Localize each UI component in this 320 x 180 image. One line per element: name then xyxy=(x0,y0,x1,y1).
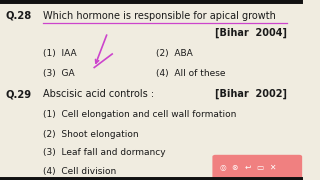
Text: (1)  Cell elongation and cell wall formation: (1) Cell elongation and cell wall format… xyxy=(44,110,237,119)
Text: Abscisic acid controls :: Abscisic acid controls : xyxy=(44,89,155,99)
Text: ↩: ↩ xyxy=(244,163,251,172)
Text: Q.28: Q.28 xyxy=(6,11,32,21)
Text: (1)  IAA: (1) IAA xyxy=(44,49,77,58)
Text: (3)  GA: (3) GA xyxy=(44,69,75,78)
Text: Which hormone is responsible for apical growth: Which hormone is responsible for apical … xyxy=(44,11,276,21)
Text: (2)  ABA: (2) ABA xyxy=(156,49,192,58)
Text: ◎: ◎ xyxy=(220,163,226,172)
Text: [Bihar  2004]: [Bihar 2004] xyxy=(215,28,287,38)
Text: (2)  Shoot elongation: (2) Shoot elongation xyxy=(44,130,139,139)
FancyBboxPatch shape xyxy=(212,155,302,180)
Text: ✕: ✕ xyxy=(269,163,276,172)
Text: ▭: ▭ xyxy=(256,163,263,172)
Text: (4)  All of these: (4) All of these xyxy=(156,69,225,78)
Text: [Bihar  2002]: [Bihar 2002] xyxy=(215,89,287,99)
Text: ⊗: ⊗ xyxy=(232,163,238,172)
Text: Q.29: Q.29 xyxy=(6,89,32,99)
Text: (3)  Leaf fall and dormancy: (3) Leaf fall and dormancy xyxy=(44,148,166,157)
Text: (4)  Cell division: (4) Cell division xyxy=(44,167,116,176)
